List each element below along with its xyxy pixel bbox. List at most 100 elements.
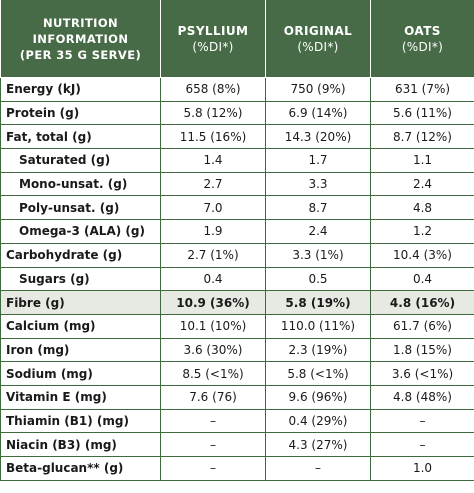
cell-psyllium: 8.5 (<1%) <box>160 361 266 386</box>
row-label: Iron (mg) <box>0 337 161 363</box>
row-fat-total: Fat, total (g) 11.5 (16%) 14.3 (20%) 8.7… <box>0 124 474 150</box>
row-label: Niacin (B3) (mg) <box>0 432 161 457</box>
cell-oats: 61.7 (6%) <box>370 313 474 339</box>
row-energy: Energy (kJ) 658 (8%) 750 (9%) 631 (7%) <box>0 77 474 102</box>
header-original-name: ORIGINAL <box>283 23 353 38</box>
row-mono-unsat: Mono-unsat. (g) 2.7 3.3 2.4 <box>0 171 474 197</box>
row-label: Calcium (mg) <box>0 313 161 339</box>
cell-psyllium: 658 (8%) <box>160 77 266 102</box>
cell-original: 5.8 (19%) <box>265 290 371 315</box>
row-label: Poly-unsat. (g) <box>0 195 161 221</box>
row-label: Saturated (g) <box>0 148 161 173</box>
cell-psyllium: 2.7 (1%) <box>160 242 266 268</box>
cell-original: 1.7 <box>265 148 371 173</box>
cell-oats: 1.0 <box>370 456 474 481</box>
row-label: Protein (g) <box>0 100 161 126</box>
header-oats: OATS (%DI*) <box>370 0 474 78</box>
header-nutrition-information: NUTRITION INFORMATION (PER 35 G SERVE) <box>0 0 161 78</box>
cell-oats: 2.4 <box>370 171 474 197</box>
nutrition-table: NUTRITION INFORMATION (PER 35 G SERVE) P… <box>0 0 474 481</box>
cell-oats: 8.7 (12%) <box>370 124 474 150</box>
row-label: Sodium (mg) <box>0 361 161 386</box>
cell-original: 8.7 <box>265 195 371 221</box>
cell-original: 2.3 (19%) <box>265 337 371 363</box>
header-oats-name: OATS <box>404 23 441 38</box>
cell-psyllium: 2.7 <box>160 171 266 197</box>
cell-psyllium: 10.9 (36%) <box>160 290 266 315</box>
cell-oats: – <box>370 432 474 457</box>
row-label: Beta-glucan** (g) <box>0 456 161 481</box>
header-psyllium-name: PSYLLIUM <box>177 23 249 38</box>
row-niacin: Niacin (B3) (mg) – 4.3 (27%) – <box>0 432 474 457</box>
row-label: Carbohydrate (g) <box>0 242 161 268</box>
cell-original: 110.0 (11%) <box>265 313 371 339</box>
cell-psyllium: 5.8 (12%) <box>160 100 266 126</box>
cell-oats: 1.8 (15%) <box>370 337 474 363</box>
row-label: Thiamin (B1) (mg) <box>0 408 161 434</box>
cell-oats: 5.6 (11%) <box>370 100 474 126</box>
cell-original: 4.3 (27%) <box>265 432 371 457</box>
row-label: Vitamin E (mg) <box>0 384 161 410</box>
row-label: Fibre (g) <box>0 290 161 315</box>
cell-psyllium: 7.0 <box>160 195 266 221</box>
cell-psyllium: 1.9 <box>160 219 266 244</box>
row-label: Fat, total (g) <box>0 124 161 150</box>
cell-original: – <box>265 456 371 481</box>
cell-original: 2.4 <box>265 219 371 244</box>
row-carbohydrate: Carbohydrate (g) 2.7 (1%) 3.3 (1%) 10.4 … <box>0 242 474 268</box>
cell-oats: 4.8 (48%) <box>370 384 474 410</box>
cell-psyllium: – <box>160 408 266 434</box>
cell-original: 14.3 (20%) <box>265 124 371 150</box>
row-label: Energy (kJ) <box>0 77 161 102</box>
cell-original: 3.3 <box>265 171 371 197</box>
cell-psyllium: 7.6 (76) <box>160 384 266 410</box>
cell-original: 6.9 (14%) <box>265 100 371 126</box>
cell-psyllium: 0.4 <box>160 266 266 292</box>
cell-oats: – <box>370 408 474 434</box>
row-label: Mono-unsat. (g) <box>0 171 161 197</box>
header-row: NUTRITION INFORMATION (PER 35 G SERVE) P… <box>0 0 474 78</box>
cell-original: 750 (9%) <box>265 77 371 102</box>
cell-original: 0.5 <box>265 266 371 292</box>
cell-oats: 4.8 <box>370 195 474 221</box>
cell-psyllium: – <box>160 432 266 457</box>
row-sugars: Sugars (g) 0.4 0.5 0.4 <box>0 266 474 292</box>
row-calcium: Calcium (mg) 10.1 (10%) 110.0 (11%) 61.7… <box>0 313 474 339</box>
cell-psyllium: 10.1 (10%) <box>160 313 266 339</box>
cell-psyllium: 11.5 (16%) <box>160 124 266 150</box>
cell-oats: 4.8 (16%) <box>370 290 474 315</box>
cell-oats: 10.4 (3%) <box>370 242 474 268</box>
cell-original: 9.6 (96%) <box>265 384 371 410</box>
header-line-2: INFORMATION <box>32 31 129 46</box>
header-original: ORIGINAL (%DI*) <box>265 0 371 78</box>
cell-psyllium: 1.4 <box>160 148 266 173</box>
row-fibre: Fibre (g) 10.9 (36%) 5.8 (19%) 4.8 (16%) <box>0 290 474 315</box>
cell-oats: 0.4 <box>370 266 474 292</box>
row-omega-3: Omega-3 (ALA) (g) 1.9 2.4 1.2 <box>0 219 474 244</box>
row-vitamin-e: Vitamin E (mg) 7.6 (76) 9.6 (96%) 4.8 (4… <box>0 384 474 410</box>
cell-original: 0.4 (29%) <box>265 408 371 434</box>
row-thiamin: Thiamin (B1) (mg) – 0.4 (29%) – <box>0 408 474 434</box>
cell-psyllium: 3.6 (30%) <box>160 337 266 363</box>
cell-oats: 631 (7%) <box>370 77 474 102</box>
cell-original: 3.3 (1%) <box>265 242 371 268</box>
cell-oats: 3.6 (<1%) <box>370 361 474 386</box>
row-label: Sugars (g) <box>0 266 161 292</box>
row-beta-glucan: Beta-glucan** (g) – – 1.0 <box>0 456 474 481</box>
cell-oats: 1.2 <box>370 219 474 244</box>
cell-original: 5.8 (<1%) <box>265 361 371 386</box>
row-sodium: Sodium (mg) 8.5 (<1%) 5.8 (<1%) 3.6 (<1%… <box>0 361 474 386</box>
row-iron: Iron (mg) 3.6 (30%) 2.3 (19%) 1.8 (15%) <box>0 337 474 363</box>
row-poly-unsat: Poly-unsat. (g) 7.0 8.7 4.8 <box>0 195 474 221</box>
header-psyllium-unit: (%DI*) <box>192 39 234 54</box>
header-line-3: (PER 35 G SERVE) <box>19 47 142 62</box>
row-protein: Protein (g) 5.8 (12%) 6.9 (14%) 5.6 (11%… <box>0 100 474 126</box>
header-original-unit: (%DI*) <box>297 39 339 54</box>
cell-oats: 1.1 <box>370 148 474 173</box>
row-saturated: Saturated (g) 1.4 1.7 1.1 <box>0 148 474 173</box>
cell-psyllium: – <box>160 456 266 481</box>
row-label: Omega-3 (ALA) (g) <box>0 219 161 244</box>
header-line-1: NUTRITION <box>42 15 119 30</box>
header-psyllium: PSYLLIUM (%DI*) <box>160 0 266 78</box>
header-oats-unit: (%DI*) <box>401 39 444 54</box>
